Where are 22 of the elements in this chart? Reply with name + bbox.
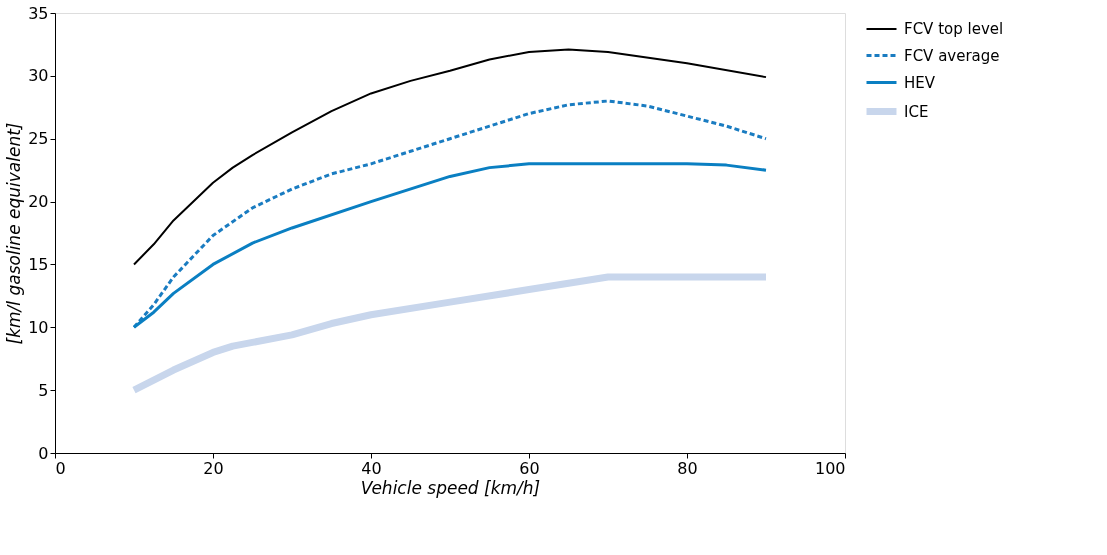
y-axis-title: [km/l gasoline equivalent] [4,122,25,345]
y-tick-label: 0 [38,443,49,463]
y-tick-label: 15 [28,254,49,274]
x-tick-label: 60 [519,458,540,478]
line-series [133,48,767,266]
x-tick-label: 0 [55,458,66,478]
legend-label: FCV top level [904,20,1004,38]
y-tick-label: 35 [28,3,49,23]
y-tick-label: 20 [28,192,49,212]
legend-label: HEV [904,73,936,92]
y-tick-label: 5 [38,380,49,400]
y-tick-label: 25 [28,129,49,149]
legend-label: ICE [904,102,929,121]
x-axis-title: Vehicle speed [km/h] [360,477,541,498]
x-tick-label: 100 [814,458,846,478]
x-tick-label: 80 [677,458,698,478]
y-tick-label: 10 [28,317,49,337]
line-series [132,162,768,329]
y-tick-label: 30 [28,66,49,86]
x-tick-label: 40 [361,458,382,478]
x-tick-label: 20 [203,458,224,478]
legend-label: FCV average [904,46,1000,65]
